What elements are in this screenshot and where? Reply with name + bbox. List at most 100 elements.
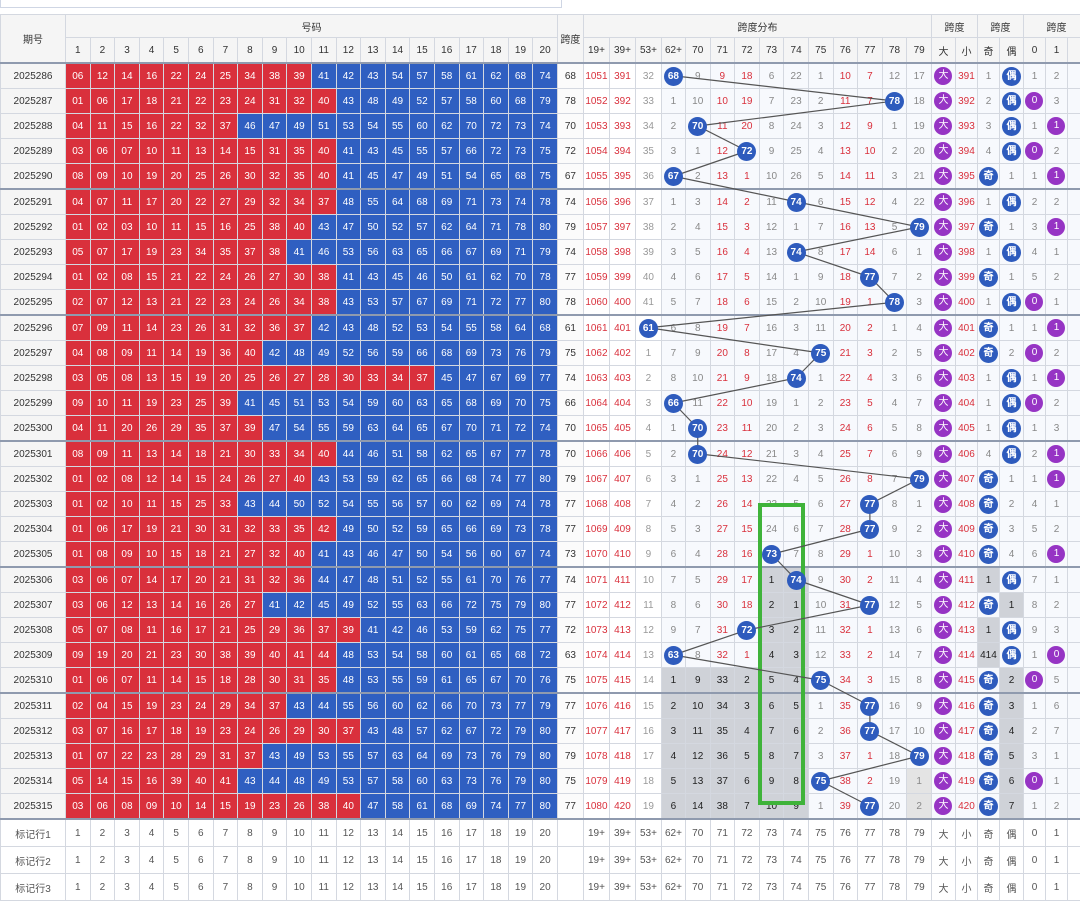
dist-cell: 3 [661,139,685,164]
number-cell: 53 [336,467,361,492]
number-cell: 04 [66,341,91,366]
mark-dist: 76 [833,819,858,847]
odd-even-cell: 1 [999,215,1023,240]
number-cell: 63 [361,416,386,442]
number-cell: 53 [410,315,435,341]
dist-cell: 16 [710,240,735,265]
big-small-cell: 大 [931,265,955,290]
number-cell: 07 [115,567,140,593]
mod-cell: 9 [1023,618,1045,643]
number-cell: 37 [311,618,336,643]
number-cell: 11 [90,114,115,139]
span-ball: 79 [910,470,929,489]
number-cell: 02 [90,215,115,240]
number-cell: 66 [410,341,435,366]
dist-cell: 11 [735,416,760,442]
number-cell: 10 [115,164,140,190]
number-cell: 79 [533,693,558,719]
number-cell: 30 [238,164,263,190]
dist-cell: 1 [882,114,907,139]
number-cell: 43 [361,265,386,290]
mod-cell: 1 [1045,744,1067,769]
span-ball: 73 [762,545,781,564]
number-cell: 45 [385,265,410,290]
number-cell: 79 [533,89,558,114]
span-cell: 70 [557,416,583,442]
mark-dist: 72 [735,874,760,901]
big-small-cell: 大 [931,89,955,114]
dist-cell: 16 [735,542,760,568]
number-cell: 09 [90,441,115,467]
big-small-cell: 大 [931,593,955,618]
number-cell: 25 [213,63,238,89]
dist-cell: 1061 [583,315,609,341]
dist-cell: 30 [710,593,735,618]
mod-cell-extra [1067,794,1080,820]
number-cell: 59 [410,517,435,542]
number-cell: 23 [213,719,238,744]
number-cell: 54 [361,114,386,139]
odd-even-ball: 奇 [979,697,998,716]
mark-number: 5 [164,819,189,847]
odd-even-ball: 偶 [1002,117,1021,136]
dist-cell: 404 [609,391,635,416]
mod-cell: 1 [1023,643,1045,668]
number-cell: 08 [115,618,140,643]
odd-even-cell: 1 [999,593,1023,618]
number-cell: 45 [434,366,459,391]
dist-cell: 4 [858,366,883,391]
dist-cell: 2 [858,769,883,794]
dist-cell: 1 [635,341,661,366]
mod-cell: 1 [1045,441,1067,467]
number-cell: 20 [115,416,140,442]
dist-cell: 14 [710,189,735,215]
dist-cell: 7 [685,618,710,643]
mark-span [557,847,583,874]
mark-number: 15 [410,847,435,874]
number-cell: 57 [410,215,435,240]
dist-cell: 7 [784,542,809,568]
dist-cell: 35 [635,139,661,164]
dist-cell: 7 [907,643,932,668]
span-cell: 77 [557,593,583,618]
number-cell: 30 [188,643,213,668]
mod-cell: 2 [1045,341,1067,366]
span-ball: 67 [664,167,683,186]
number-cell: 76 [508,341,533,366]
big-ball: 大 [934,369,952,387]
dist-cell: 9 [661,618,685,643]
dist-cell: 4 [661,744,685,769]
number-cell: 53 [361,643,386,668]
period-header: 期号 [1,15,66,64]
mark-big-small: 大 [931,874,955,901]
dist-cell: 6 [907,618,932,643]
mod-cell: 4 [1023,240,1045,265]
number-cell: 14 [90,769,115,794]
big-small-cell: 大 [931,341,955,366]
number-cell: 04 [66,114,91,139]
big-small-cell: 418 [955,744,977,769]
big-small-cell: 397 [955,215,977,240]
dist-cell: 3 [907,542,932,568]
odd-even-ball: 偶 [1002,142,1021,161]
number-cell: 66 [459,139,484,164]
dist-cell: 12 [833,114,858,139]
dist-cell: 4 [784,467,809,492]
mod-cell: 1 [1045,769,1067,794]
number-cell: 03 [66,567,91,593]
period-cell: 2025309 [1,643,66,668]
number-cell: 75 [508,618,533,643]
number-cell: 70 [459,416,484,442]
number-cell: 43 [336,290,361,316]
mark-number: 18 [484,874,509,901]
dist-cell: 395 [609,164,635,190]
number-cell: 68 [410,189,435,215]
dist-cell: 20 [907,139,932,164]
mark-dist: 19+ [583,874,609,901]
number-cell: 42 [311,517,336,542]
number-cell: 05 [90,366,115,391]
number-cell: 40 [287,215,312,240]
number-cell: 72 [484,290,509,316]
number-cell: 25 [188,492,213,517]
mark-number: 17 [459,819,484,847]
